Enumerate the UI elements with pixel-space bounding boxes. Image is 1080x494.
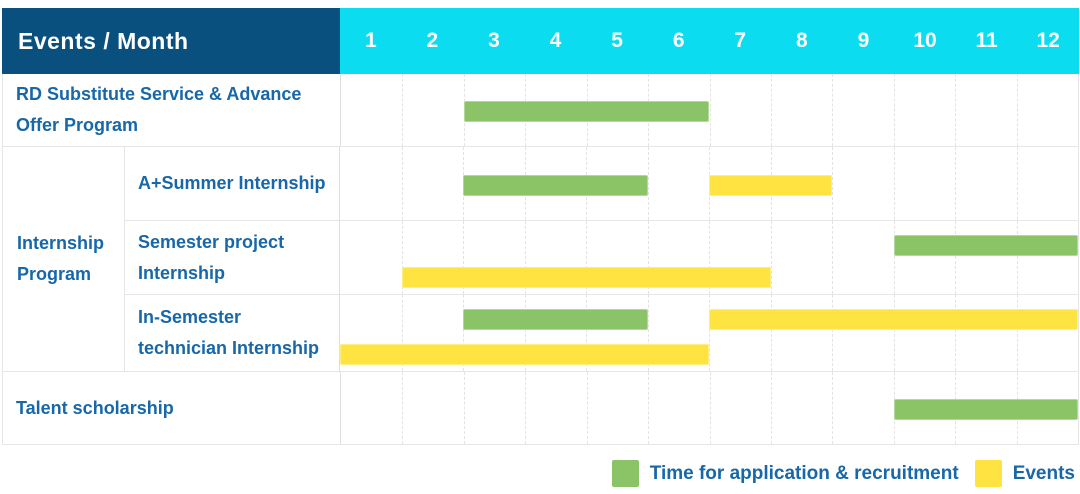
row-label: Semester project Internship: [138, 231, 285, 283]
table-body: RD Substitute Service & Advance Offer Pr…: [2, 74, 1079, 445]
legend-label: Time for application & recruitment: [649, 462, 959, 484]
month-header-cell: 8: [795, 29, 808, 52]
month-gridline: [586, 295, 587, 371]
row-label: RD Substitute Service & Advance Offer Pr…: [16, 84, 302, 135]
legend-item-application: Time for application & recruitment: [611, 460, 959, 487]
month-gridline: [770, 221, 772, 294]
month-gridline: [832, 372, 834, 444]
row-talent-scholarship: Talent scholarship: [3, 371, 1078, 444]
month-gridline: [832, 221, 833, 294]
month-gridline: [1016, 295, 1018, 371]
gantt-bar-event: [709, 174, 832, 196]
legend-label: Events: [1012, 462, 1075, 484]
events-month-header: Events / Month: [2, 8, 340, 74]
month-gridline: [401, 221, 403, 294]
month-gridline: [893, 221, 895, 294]
events-color-swatch: [974, 460, 1002, 487]
month-gridline: [832, 147, 833, 220]
month-gridline: [709, 221, 710, 294]
row-rd-substitute: RD Substitute Service & Advance Offer Pr…: [3, 74, 1078, 146]
internship-subrows: A+Summer Internship Semester project Int…: [125, 147, 1078, 371]
month-gridline: [770, 372, 772, 444]
month-gridline: [463, 221, 464, 294]
gantt-bar-application: [893, 235, 1078, 256]
month-gridline: [893, 295, 895, 371]
gantt-lane-semester-project: [339, 221, 1078, 294]
month-gridline: [770, 74, 772, 146]
month-gridline: [709, 372, 711, 444]
gantt-bar-event: [340, 344, 709, 365]
month-gridline: [709, 295, 710, 371]
month-gridline: [832, 295, 833, 371]
month-gridline: [525, 372, 527, 444]
gantt-bar-application: [463, 174, 648, 196]
month-gridline: [893, 74, 895, 146]
month-header-cell: 2: [426, 29, 439, 52]
legend-item-events: Events: [974, 460, 1075, 487]
month-header-strip: 1 2 3 4 5 6 7 8 9 10 11 12: [340, 8, 1079, 74]
month-gridline: [401, 147, 403, 220]
row-in-semester-technician: In-Semester technician Internship: [125, 294, 1078, 371]
month-gridline: [955, 295, 956, 371]
row-semester-project: Semester project Internship: [125, 220, 1078, 294]
row-label: Talent scholarship: [16, 397, 174, 418]
month-gridline: [955, 147, 956, 220]
gantt-lane-rd-substitute: [340, 74, 1078, 146]
month-gridline: [524, 221, 526, 294]
month-header-cell: 1: [364, 29, 377, 52]
table-header-row: Events / Month 1 2 3 4 5 6 7 8 9 10 11 12: [2, 8, 1079, 74]
month-gridline: [893, 147, 895, 220]
application-color-swatch: [611, 460, 639, 487]
month-gridline: [647, 295, 649, 371]
month-gridline: [647, 221, 649, 294]
gantt-bar-application: [463, 101, 710, 122]
month-gridline: [402, 372, 404, 444]
month-header-cell: 12: [1036, 29, 1060, 52]
group-label-internship-program: Internship Program: [3, 147, 125, 371]
gantt-lane-in-semester-technician: [339, 295, 1078, 371]
month-header-cell: 10: [913, 29, 937, 52]
month-gridline: [401, 295, 403, 371]
month-gridline: [402, 74, 404, 146]
gantt-bar-application: [463, 309, 648, 330]
month-gridline: [647, 147, 649, 220]
month-header-cell: 11: [975, 29, 998, 52]
month-gridline: [586, 372, 588, 444]
month-header-cell: 5: [611, 29, 623, 52]
month-gridline: [524, 295, 526, 371]
gantt-bar-application: [893, 399, 1078, 420]
month-gridline: [586, 221, 587, 294]
month-gridline: [955, 74, 957, 146]
month-gridline: [1016, 74, 1018, 146]
row-label: A+Summer Internship: [138, 173, 326, 193]
schedule-table: Events / Month 1 2 3 4 5 6 7 8 9 10 11 12 RD Substi…: [2, 8, 1079, 445]
month-header-cell: 7: [734, 29, 747, 52]
month-gridline: [463, 372, 465, 444]
gantt-bar-event: [401, 267, 771, 288]
month-header-cell: 9: [857, 29, 870, 52]
month-header-cell: 4: [549, 29, 562, 52]
month-gridline: [648, 372, 650, 444]
month-gridline: [770, 295, 772, 371]
month-gridline: [1016, 221, 1018, 294]
month-gridline: [955, 221, 956, 294]
month-header-cell: 6: [672, 29, 685, 52]
internship-program-group: Internship Program A+Summer Internship S…: [3, 146, 1078, 371]
gantt-lane-a-summer: [339, 147, 1078, 220]
month-header-cell: 3: [488, 29, 500, 52]
legend: Time for application & recruitment Event…: [611, 460, 1075, 487]
gantt-lane-talent-scholarship: [340, 372, 1078, 444]
month-gridline: [832, 74, 834, 146]
row-a-summer: A+Summer Internship: [125, 147, 1078, 220]
gantt-bar-event: [709, 309, 1078, 330]
month-gridline: [463, 295, 464, 371]
month-gridline: [709, 74, 711, 146]
month-gridline: [1016, 147, 1018, 220]
row-label: In-Semester technician Internship: [138, 307, 320, 358]
